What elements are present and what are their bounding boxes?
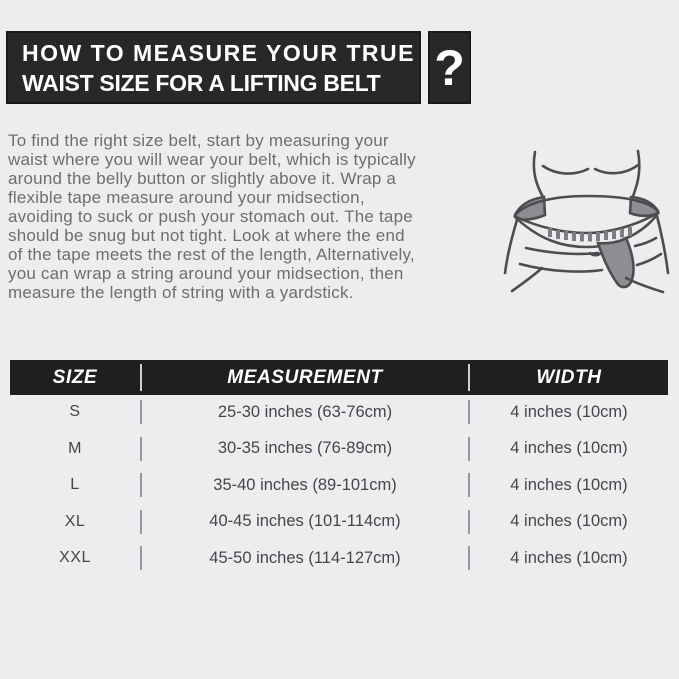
column-header-size: SIZE xyxy=(52,366,98,388)
width-cell: 4 inches (10cm) xyxy=(510,402,628,421)
header-column-divider xyxy=(140,364,142,391)
row-column-divider xyxy=(468,473,470,498)
row-column-divider xyxy=(468,546,470,571)
header-title-line1: HOW TO MEASURE YOUR TRUE xyxy=(22,39,415,66)
tape-front-face xyxy=(513,210,661,249)
hip-line-upper-right xyxy=(633,236,658,248)
hip-right-outline xyxy=(655,214,670,275)
thigh-right-line xyxy=(624,276,665,294)
measurement-cell: 35-40 inches (89-101cm) xyxy=(213,475,397,494)
table-header: SIZE MEASUREMENT WIDTH xyxy=(10,360,668,395)
table-row: XL 40-45 inches (101-114cm) 4 inches (10… xyxy=(10,504,668,541)
header-title-line2: WAIST SIZE FOR A LIFTING BELT xyxy=(22,69,381,96)
torso-left-outline xyxy=(532,150,546,201)
intro-line: you can wrap a string around your midsec… xyxy=(8,264,404,283)
table-row: S 25-30 inches (63-76cm) 4 inches (10cm) xyxy=(10,394,668,431)
intro-line: around the belly button or slightly abov… xyxy=(8,169,397,188)
row-column-divider xyxy=(140,400,142,425)
tape-tick-marks xyxy=(548,227,632,242)
hip-line-lower-right xyxy=(635,252,663,267)
intro-line: should be snug but not tight. Look at wh… xyxy=(8,226,405,245)
size-cell: M xyxy=(68,439,82,457)
waist-tape-illustration xyxy=(503,149,670,294)
row-column-divider xyxy=(468,436,470,461)
width-cell: 4 inches (10cm) xyxy=(510,475,628,494)
thigh-left-line xyxy=(510,266,544,293)
measurement-cell: 40-45 inches (101-114cm) xyxy=(209,512,401,531)
table-row: L 35-40 inches (89-101cm) 4 inches (10cm… xyxy=(10,467,668,504)
table-row: M 30-35 inches (76-89cm) 4 inches (10cm) xyxy=(10,431,668,468)
intro-line: avoiding to suck or push your stomach ou… xyxy=(8,207,413,226)
measurement-cell: 45-50 inches (114-127cm) xyxy=(209,548,401,567)
size-cell: L xyxy=(70,476,80,494)
hip-line-lower-left xyxy=(518,262,604,273)
measurement-cell: 30-35 inches (76-89cm) xyxy=(217,439,393,458)
row-column-divider xyxy=(468,400,470,425)
row-column-divider xyxy=(140,436,142,461)
intro-line: To find the right size belt, start by me… xyxy=(8,131,389,150)
table-body: S 25-30 inches (63-76cm) 4 inches (10cm)… xyxy=(10,394,668,577)
measurement-cell: 25-30 inches (63-76cm) xyxy=(217,402,393,421)
width-cell: 4 inches (10cm) xyxy=(510,548,628,567)
intro-paragraph: To find the right size belt, start by me… xyxy=(8,131,416,302)
intro-line: of the tape meets the rest of the length… xyxy=(8,245,415,264)
row-column-divider xyxy=(468,509,470,534)
torso-right-outline xyxy=(630,149,641,201)
hip-left-outline xyxy=(503,218,519,275)
size-cell: S xyxy=(69,403,81,421)
row-column-divider xyxy=(140,509,142,534)
width-cell: 4 inches (10cm) xyxy=(510,439,628,458)
row-column-divider xyxy=(140,473,142,498)
size-cell: XL xyxy=(64,512,86,530)
question-mark-box: ? xyxy=(428,31,471,104)
width-cell: 4 inches (10cm) xyxy=(510,512,628,531)
hip-line-upper-left xyxy=(524,246,600,256)
question-mark-icon: ? xyxy=(434,39,465,96)
intro-line: waist where you will wear your belt, whi… xyxy=(8,150,416,169)
back-curve-right xyxy=(593,163,640,175)
tape-end xyxy=(596,236,635,289)
header-banner: HOW TO MEASURE YOUR TRUE WAIST SIZE FOR … xyxy=(6,31,421,104)
tape-top-rim xyxy=(513,194,660,217)
table-row: XXL 45-50 inches (114-127cm) 4 inches (1… xyxy=(10,540,668,577)
row-column-divider xyxy=(140,546,142,571)
column-header-width: WIDTH xyxy=(536,366,602,388)
back-curve-left xyxy=(541,164,590,175)
intro-line: flexible tape measure around your midsec… xyxy=(8,188,365,207)
size-cell: XXL xyxy=(59,549,91,567)
header-column-divider xyxy=(468,364,470,391)
column-header-measurement: MEASUREMENT xyxy=(227,366,383,388)
intro-line: measure the length of string with a yard… xyxy=(8,283,354,302)
